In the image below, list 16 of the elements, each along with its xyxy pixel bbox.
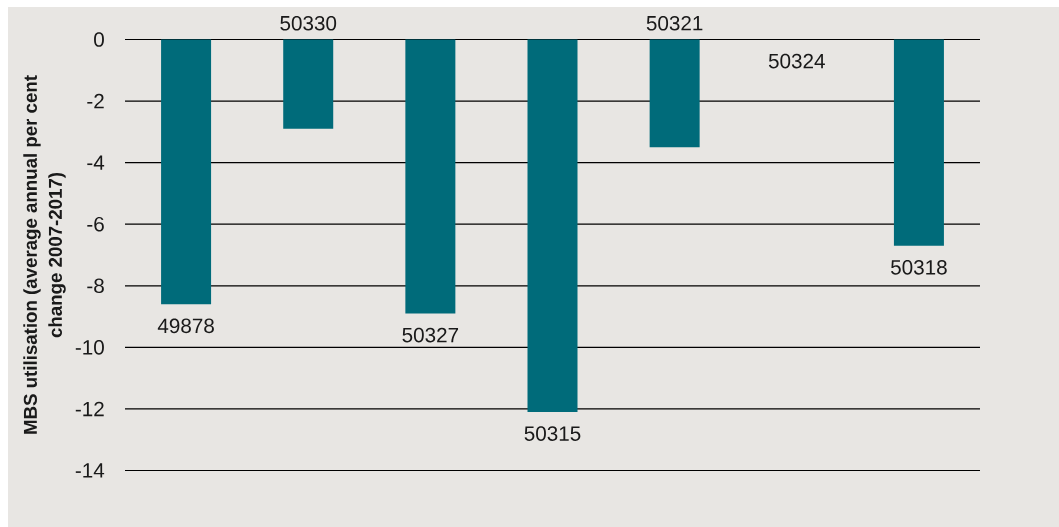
x-tick-label: 50324 [768,53,825,69]
y-tick-label: -14 [75,463,105,478]
y-tick-label: 0 [94,32,104,47]
x-tick-label: 50327 [402,327,459,343]
y-tick-label: -12 [75,401,104,417]
y-tick-label: -6 [87,216,104,232]
x-tick-label: 50321 [646,15,703,31]
y-tick-label: -8 [87,278,104,294]
y-tick-label: -2 [87,93,104,109]
y-tick-label: -10 [75,340,104,355]
x-tick-label: 50330 [280,15,337,31]
y-axis-title: MBS utilisation (average annual per cent change 2007-2017) [23,75,66,434]
x-tick-label: 50315 [524,426,581,441]
y-tick-label: -4 [87,155,105,170]
x-tick-label: 50318 [891,260,947,275]
x-tick-label: 49878 [157,318,214,334]
